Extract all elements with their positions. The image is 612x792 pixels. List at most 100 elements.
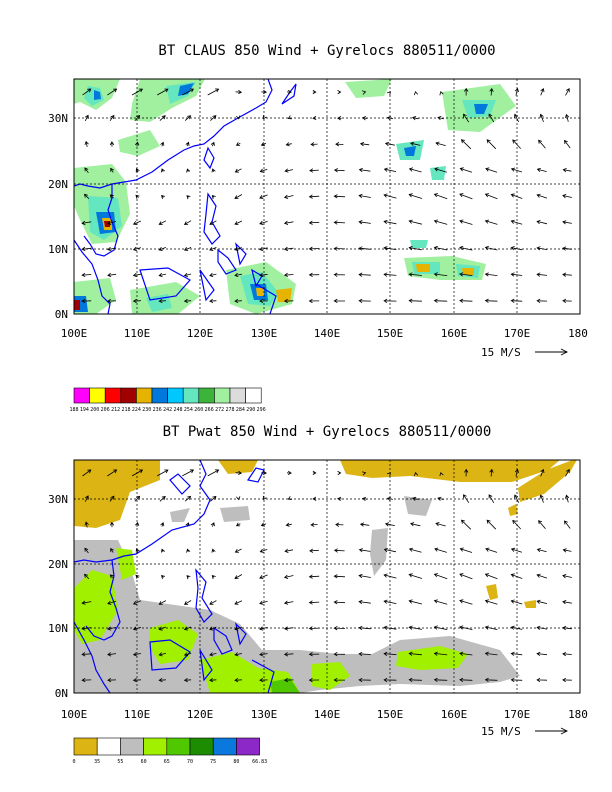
colorbar-swatch [214,387,231,404]
colorbar-swatch [182,387,200,404]
wind-arrow [84,547,89,554]
wind-arrow [312,89,317,95]
wind-arrow [259,652,268,657]
wind-arrow [161,195,166,200]
wind-arrow [486,139,497,150]
wind-arrow [562,548,572,553]
wind-arrow [107,272,117,278]
p2-xtick: 160E [441,708,468,721]
wind-arrow [433,599,448,605]
wind-arrow [410,141,421,146]
colorbar-label: 296 [257,407,266,413]
wind-arrow [536,220,548,225]
wind-arrow [459,298,473,303]
wind-arrow [485,167,498,173]
p2-xtick: 120E [187,708,214,721]
wind-arrow [81,272,92,278]
wind-arrow [337,89,342,95]
wind-arrow [433,272,448,277]
wind-arrow [459,599,473,605]
wind-arrow [408,272,422,277]
wind-arrow [536,651,548,657]
wind-arrow [435,522,446,527]
wind-arrow [109,521,115,528]
wind-arrow [408,599,422,605]
wind-arrow [308,677,320,683]
wind-arrow [333,298,346,304]
wind-arrow [107,677,117,683]
wind-arrow [484,193,498,200]
wind-arrow [413,471,419,477]
wind-arrow [234,194,243,199]
colorbar-swatch [89,387,106,404]
colorbar-swatch [229,387,246,404]
wind-arrow [333,600,346,605]
wind-arrow [536,193,548,199]
wind-arrow [459,272,473,277]
wind-arrow [132,272,141,278]
wind-arrow [358,548,371,553]
wind-arrow [408,573,423,579]
p2-xtick: 170E [504,708,531,721]
wind-arrow [361,471,367,476]
wind-arrow [359,522,370,527]
panel1-frame [73,78,581,315]
wind-arrow [335,142,344,147]
wind-arrow [161,575,166,580]
p2-vector-key-label: 15 M/S [481,725,521,738]
panel1-grid [74,79,580,314]
wind-arrow [283,272,294,278]
panel1-colorbar: 188 194 200 206 212 218 224 230 236 242 248 254 260 2… [69,387,266,413]
wind-arrow [81,600,92,605]
wind-arrow [110,167,114,173]
wind-arrow [358,298,371,304]
wind-arrow [207,88,220,96]
panel2-coastline [74,460,275,693]
wind-arrow [308,574,320,579]
p1-vector-key-label: 15 M/S [481,346,521,359]
wind-arrow [285,522,292,527]
colorbar-label: 66.83 [252,759,267,765]
colorbar-label: 0 [72,759,75,765]
wind-arrow [234,677,242,683]
panel1-xaxis: 100E 110E 120E 130E 140E 150E 160E 170E … [61,327,588,340]
wind-arrow [562,600,572,605]
colorbar-label: 194 [80,407,89,413]
panel2-colorbar: 0 35 55 60 65 70 75 80 66.83 [72,737,267,765]
wind-arrow [433,298,448,303]
wind-arrow [459,677,473,683]
wind-arrow [186,575,191,580]
wind-arrow [562,677,572,683]
wind-arrow [459,167,473,173]
colorbar-label: 230 [142,407,151,413]
colorbar-label: 260 [194,407,203,413]
wind-arrow [283,677,294,683]
wind-arrow [210,495,217,502]
p2-ytick: 30N [48,493,68,506]
panel2-grid [74,460,580,693]
wind-arrow [562,574,572,579]
p2-xtick: 180 [568,708,588,721]
wind-arrow [361,90,367,95]
p1-ytick: 30N [48,112,68,125]
wind-arrow [333,194,346,199]
wind-arrow [540,87,545,96]
colorbar-swatch [189,737,214,756]
wind-arrow [433,245,448,251]
wind-arrow [259,220,268,225]
wind-arrow [459,651,473,656]
wind-arrow [383,599,397,604]
wind-arrow [433,193,448,200]
wind-arrow [408,651,422,656]
colorbar-label: 206 [101,407,110,413]
wind-arrow [459,547,473,553]
wind-arrow [333,574,346,579]
wind-arrow [408,677,422,683]
wind-arrow [135,168,140,173]
p1-xtick: 160E [441,327,468,340]
wind-arrow [284,168,294,173]
p1-xtick: 150E [377,327,404,340]
wind-arrow [434,547,447,553]
wind-arrow [538,139,546,149]
colorbar-label: 224 [132,407,141,413]
